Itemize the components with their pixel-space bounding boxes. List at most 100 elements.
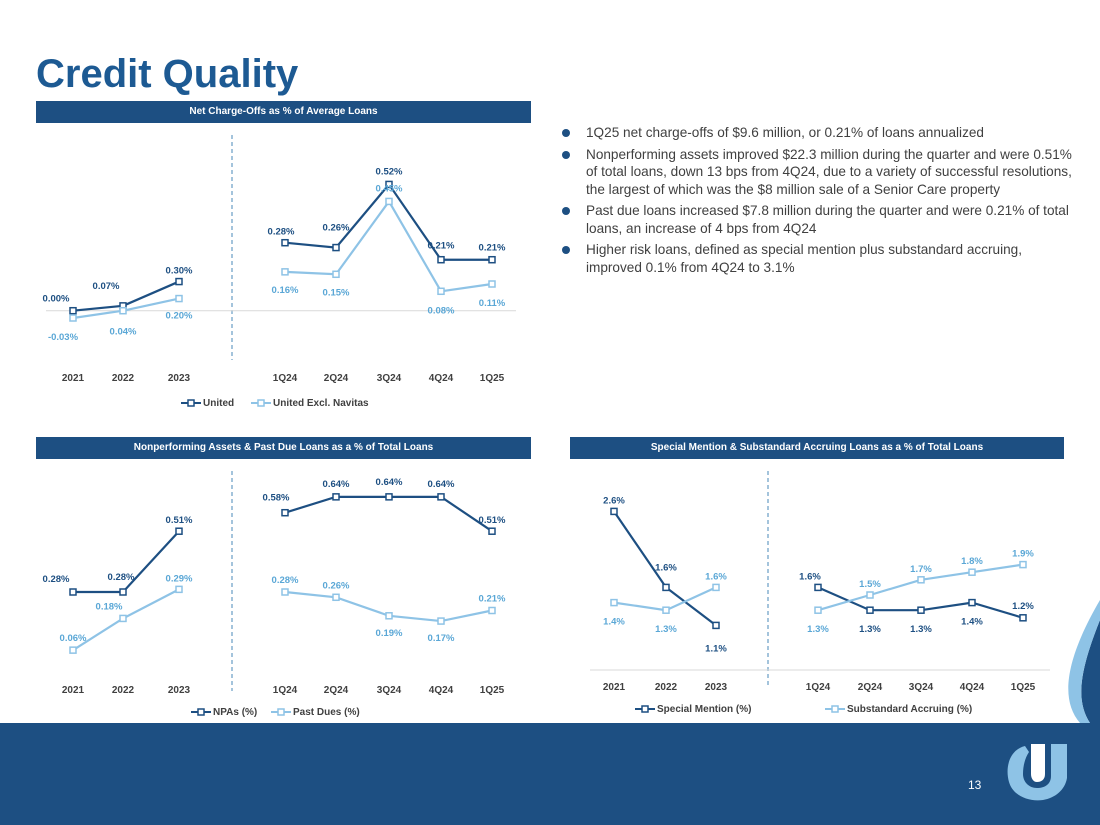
x-tick-label: 2Q24 — [324, 685, 349, 696]
data-point-marker — [488, 255, 496, 264]
x-tick-label: 1Q24 — [273, 373, 298, 384]
bullet-dot-icon — [562, 129, 570, 137]
data-point-marker — [712, 621, 720, 630]
x-tick-label: 2021 — [603, 682, 626, 693]
data-point-marker — [866, 591, 874, 599]
data-point-marker — [69, 646, 77, 654]
data-label: 1.4% — [961, 617, 983, 628]
data-label: 0.06% — [60, 633, 87, 644]
legend-label: United — [203, 398, 234, 409]
x-tick-label: 2021 — [62, 373, 85, 384]
data-point-marker — [332, 493, 340, 501]
bullet-text: Higher risk loans, defined as special me… — [586, 242, 1022, 275]
legend-marker — [187, 399, 195, 407]
x-tick-label: 2023 — [168, 685, 191, 696]
x-tick-label: 2023 — [705, 682, 728, 693]
data-label: 1.4% — [603, 617, 625, 628]
data-point-marker — [281, 238, 289, 247]
data-point-marker — [175, 527, 183, 535]
data-point-marker — [119, 306, 127, 315]
data-label: 0.21% — [428, 241, 455, 252]
data-point-marker — [281, 268, 289, 276]
data-label: 0.51% — [479, 515, 506, 526]
data-label: 0.07% — [93, 281, 120, 292]
data-label: 0.58% — [263, 493, 290, 504]
bullet-text: 1Q25 net charge-offs of $9.6 million, or… — [586, 125, 984, 140]
data-label: 1.3% — [859, 624, 881, 635]
legend-marker — [831, 705, 839, 713]
data-label: 0.28% — [268, 227, 295, 238]
x-tick-label: 2022 — [112, 685, 135, 696]
data-label: 1.6% — [705, 571, 727, 582]
data-label: 1.3% — [807, 624, 829, 635]
data-label: 1.8% — [961, 556, 983, 567]
data-label: 0.18% — [96, 601, 123, 612]
data-point-marker — [488, 527, 496, 535]
sm-chart-header: Special Mention & Substandard Accruing L… — [570, 437, 1064, 459]
data-label: 1.7% — [910, 564, 932, 575]
data-point-marker — [437, 255, 445, 264]
x-tick-label: 3Q24 — [377, 685, 402, 696]
data-point-marker — [69, 314, 77, 322]
x-tick-label: 4Q24 — [429, 373, 454, 384]
data-label: 0.11% — [479, 298, 506, 309]
data-point-marker — [119, 588, 127, 596]
data-label: 0.15% — [323, 287, 350, 298]
data-point-marker — [968, 598, 976, 607]
x-tick-label: 3Q24 — [377, 373, 402, 384]
data-label: 0.21% — [479, 594, 506, 605]
data-label: 0.16% — [272, 285, 299, 296]
data-point-marker — [175, 585, 183, 594]
data-point-marker — [437, 287, 445, 296]
nco-line-chart: 2021 2022 2023 1Q24 2Q24 3Q24 4Q24 1Q25 0.00% 0.0… — [43, 135, 516, 409]
data-point-marker — [69, 306, 77, 315]
x-tick-label: 2023 — [168, 373, 191, 384]
legend-label: Substandard Accruing (%) — [847, 704, 972, 715]
data-point-marker — [332, 593, 340, 602]
bullet-dot-icon — [562, 207, 570, 215]
data-label: 0.00% — [43, 294, 70, 305]
bullet-dot-icon — [562, 246, 570, 254]
data-label: -0.03% — [48, 332, 79, 343]
data-label: 2.6% — [603, 495, 625, 506]
data-label: 0.28% — [108, 572, 135, 583]
x-tick-label: 2Q24 — [324, 373, 349, 384]
data-point-marker — [712, 583, 720, 592]
data-point-marker — [662, 583, 670, 592]
nco-chart-header: Net Charge-Offs as % of Average Loans — [36, 101, 531, 123]
bullet-dot-icon — [562, 150, 570, 159]
page-number: 13 — [968, 778, 982, 792]
company-logo-icon — [1007, 744, 1067, 801]
data-point-marker — [332, 243, 340, 252]
bullet-item: Higher risk loans, defined as special me… — [560, 241, 1075, 276]
bullet-item: Past due loans increased $7.8 million du… — [560, 202, 1075, 237]
data-point-marker — [385, 180, 393, 189]
x-tick-label: 1Q24 — [273, 685, 298, 696]
legend-label: Past Dues (%) — [293, 707, 360, 718]
data-point-marker — [814, 583, 822, 592]
data-label: 1.2% — [1012, 601, 1034, 612]
legend-label: United Excl. Navitas — [273, 398, 369, 409]
data-point-marker — [866, 606, 874, 614]
data-label: 1.9% — [1012, 549, 1034, 560]
legend-label: NPAs (%) — [213, 707, 257, 718]
bullet-item: Nonperforming assets improved $22.3 mill… — [560, 146, 1075, 199]
data-label: 1.3% — [655, 624, 677, 635]
data-point-marker — [175, 277, 183, 286]
data-label: 0.17% — [428, 633, 455, 644]
data-point-marker — [610, 598, 618, 607]
data-point-marker — [662, 606, 670, 614]
data-point-marker — [281, 588, 289, 596]
data-label: 0.04% — [110, 327, 137, 338]
x-tick-label: 2Q24 — [858, 682, 883, 693]
data-point-marker — [437, 493, 445, 501]
data-point-marker — [488, 280, 496, 288]
legend-marker — [277, 708, 285, 716]
data-label: 0.30% — [166, 266, 193, 277]
x-tick-label: 2022 — [655, 682, 678, 693]
data-label: 0.26% — [323, 223, 350, 234]
data-label: 0.26% — [323, 580, 350, 591]
data-point-marker — [610, 507, 618, 516]
x-tick-label: 2021 — [62, 685, 85, 696]
